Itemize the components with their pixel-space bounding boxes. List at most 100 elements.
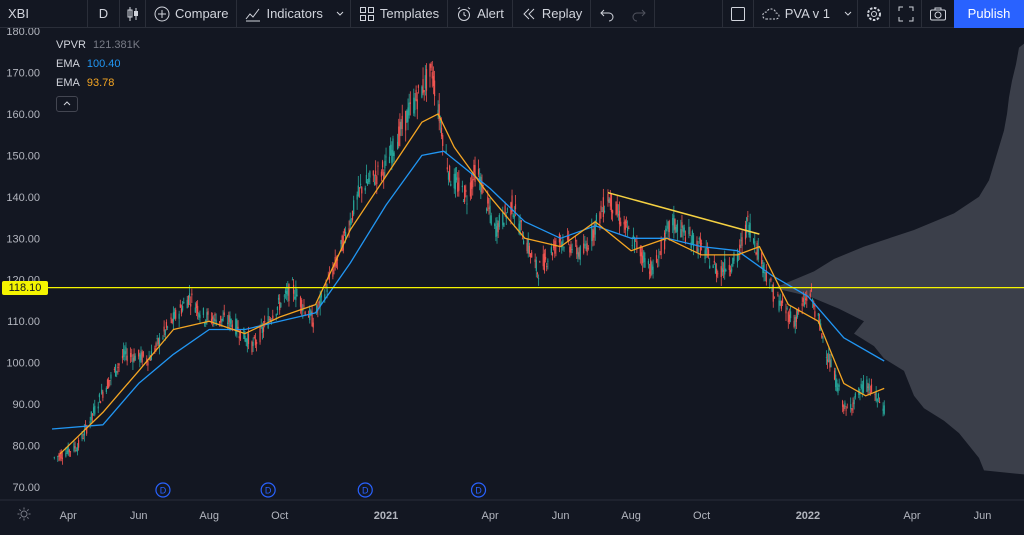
templates-button[interactable]: Templates	[351, 0, 449, 28]
publish-button[interactable]: Publish	[954, 0, 1024, 28]
candle-body	[675, 226, 677, 233]
layout-select-button[interactable]	[721, 0, 754, 28]
candle-body	[173, 311, 176, 319]
trend-line	[607, 191, 760, 235]
candle-body	[445, 150, 447, 154]
chevron-down-icon	[335, 9, 345, 19]
candle-body	[348, 228, 350, 233]
fullscreen-button[interactable]	[890, 0, 922, 28]
alert-button[interactable]: Alert	[448, 0, 513, 28]
candle-body	[522, 240, 525, 245]
candle-body	[123, 349, 125, 357]
candle-body	[778, 300, 780, 311]
snapshot-button[interactable]	[922, 0, 954, 28]
candle-body	[343, 229, 346, 233]
candle-body	[877, 393, 880, 399]
legend-ema-fast[interactable]: EMA 93.78	[56, 74, 140, 93]
candle-body	[826, 359, 829, 362]
x-axis-tick-label: 2021	[374, 510, 398, 522]
candle-body	[86, 426, 88, 434]
time-axis-settings-button[interactable]	[14, 506, 34, 526]
candle-body	[876, 398, 878, 402]
layout-name-button[interactable]: PVA v 1	[754, 0, 838, 28]
chart-settings-button[interactable]	[858, 0, 890, 28]
candle-body	[860, 383, 862, 388]
price-chart[interactable]: 180.00170.00160.00150.00140.00130.00120.…	[0, 28, 1024, 535]
timeframe-button[interactable]: D	[88, 0, 120, 28]
candle-body	[716, 268, 718, 277]
candlestick-series	[53, 60, 885, 465]
layout-dropdown-button[interactable]	[838, 0, 858, 28]
candle-body	[292, 284, 295, 294]
candle-body	[58, 454, 60, 457]
indicators-button[interactable]: Indicators	[237, 0, 330, 28]
candle-body	[576, 245, 578, 255]
ema-slow-name: EMA	[56, 58, 80, 70]
candle-body	[587, 248, 589, 250]
candle-body	[610, 194, 613, 213]
horizontal-line-price-label[interactable]: 118.10	[2, 281, 48, 295]
chart-type-button[interactable]	[120, 0, 146, 28]
candle-body	[748, 224, 750, 235]
candle-body	[684, 237, 687, 243]
candle-body	[640, 252, 643, 257]
legend-collapse-button[interactable]	[56, 96, 78, 112]
candle-body	[811, 299, 814, 302]
candle-body	[366, 181, 369, 185]
candle-body	[659, 251, 661, 253]
candle-body	[531, 252, 533, 258]
candle-body	[220, 315, 222, 323]
candle-body	[563, 247, 565, 249]
redo-button[interactable]	[623, 0, 656, 28]
candle-body	[559, 238, 562, 241]
fullscreen-icon	[898, 6, 914, 22]
candle-body	[535, 260, 537, 271]
indicators-dropdown-button[interactable]	[331, 0, 351, 28]
candle-body	[681, 222, 683, 228]
candle-body	[417, 85, 420, 88]
legend-ema-slow[interactable]: EMA 100.40	[56, 55, 140, 74]
legend-vpvr[interactable]: VPVR 121.381K	[56, 36, 140, 55]
candle-body	[320, 293, 322, 298]
symbol-search-button[interactable]: XBI	[0, 0, 88, 28]
candle-body	[344, 232, 347, 239]
candle-body	[639, 246, 641, 257]
candle-body	[667, 222, 669, 230]
candle-body	[761, 252, 763, 264]
candle-body	[763, 263, 765, 274]
candle-body	[283, 295, 285, 297]
candle-body	[578, 251, 580, 257]
candle-body	[170, 317, 172, 319]
candle-body	[326, 289, 328, 293]
compare-button[interactable]: Compare	[146, 0, 238, 28]
candle-body	[538, 278, 540, 280]
candle-body	[636, 241, 638, 250]
candle-body	[625, 221, 628, 223]
candle-body	[779, 300, 781, 306]
alert-label: Alert	[477, 6, 504, 21]
candle-body	[822, 337, 824, 339]
dividend-marker	[155, 482, 171, 498]
y-axis-tick-label: 160.00	[6, 109, 40, 121]
candle-body	[231, 324, 233, 330]
candle-body	[414, 99, 416, 111]
candle-body	[591, 225, 593, 242]
candle-body	[579, 245, 581, 260]
replay-button[interactable]: Replay	[513, 0, 592, 28]
candle-body	[785, 310, 787, 314]
candle-body	[125, 347, 127, 354]
candle-body	[328, 273, 331, 280]
candle-body	[342, 235, 344, 251]
candle-body	[458, 177, 460, 191]
candle-body	[149, 357, 151, 361]
candle-body	[239, 329, 242, 340]
undo-button[interactable]	[591, 0, 623, 28]
candle-body	[210, 318, 213, 323]
candle-body	[188, 293, 191, 298]
candle-body	[603, 210, 606, 213]
candle-body	[183, 301, 185, 304]
candle-body	[586, 243, 588, 253]
candle-body	[724, 258, 726, 275]
candle-body	[400, 122, 402, 130]
plus-circle-icon	[154, 6, 170, 22]
